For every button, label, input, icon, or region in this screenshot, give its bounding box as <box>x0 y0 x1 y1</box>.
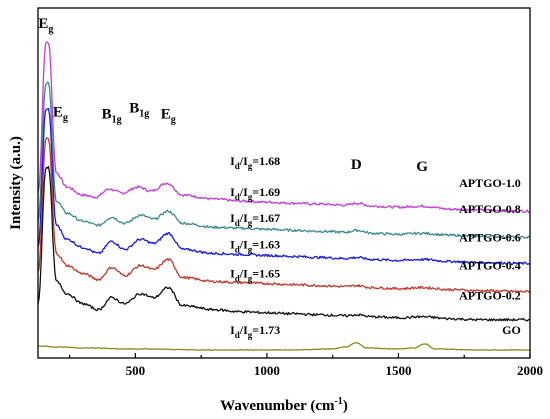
series-layer <box>37 41 530 351</box>
x-axis-title: Wavenumber (cm-1) <box>220 396 348 414</box>
ratio-label-2: Id/Ig=1.67 <box>230 211 280 228</box>
x-tick-label-1500: 1500 <box>385 363 411 378</box>
peak-label-eg-0: Eg <box>38 16 53 35</box>
x-tick-label-2000: 2000 <box>517 363 543 378</box>
axis-layer: 500 1000 1500 2000 Wavenumber (cm-1) Intensit… <box>8 7 543 414</box>
ratio-label-3: Id/Ig=1.63 <box>230 237 280 254</box>
peak-label-b1g-3: B1g <box>129 101 149 120</box>
series-line-aptgo-1-0 <box>37 41 530 213</box>
plot-frame <box>37 7 531 359</box>
series-label-go: GO <box>502 323 521 337</box>
series-label-aptgo-0-2: APTGO-0.2 <box>459 289 521 303</box>
series-label-aptgo-1-0: APTGO-1.0 <box>459 176 521 190</box>
y-axis-title: Intensity (a.u.) <box>8 136 24 230</box>
peak-label-eg-4: Eg <box>161 107 176 126</box>
series-line-aptgo-0-2 <box>37 165 530 322</box>
series-line-aptgo-0-6 <box>37 107 530 266</box>
x-tick-label-1000: 1000 <box>254 363 280 378</box>
x-tick-label-500: 500 <box>126 363 146 378</box>
ratio-label-1: Id/Ig=1.69 <box>230 185 280 202</box>
ratio-label-5: Id/Ig=1.73 <box>230 323 280 340</box>
peak-label-d-5: D <box>351 157 362 173</box>
peak-label-b1g-2: B1g <box>102 107 122 126</box>
peak-label-eg-1: Eg <box>53 105 68 124</box>
annotation-layer: Eg Eg B1g B1g Eg D G Id/Ig=1.68 Id/Ig=1.69 Id/Ig=… <box>38 16 520 340</box>
ratio-label-4: Id/Ig=1.65 <box>230 267 280 284</box>
series-label-aptgo-0-8: APTGO-0.8 <box>459 202 521 216</box>
series-label-aptgo-0-4: APTGO-0.4 <box>459 258 521 272</box>
series-line-aptgo-0-4 <box>37 137 530 294</box>
ratio-label-0: Id/Ig=1.68 <box>230 154 280 171</box>
series-label-aptgo-0-6: APTGO-0.6 <box>459 230 521 244</box>
peak-label-g-6: G <box>416 159 428 175</box>
series-line-aptgo-0-8 <box>37 81 530 240</box>
series-line-go <box>37 342 530 351</box>
